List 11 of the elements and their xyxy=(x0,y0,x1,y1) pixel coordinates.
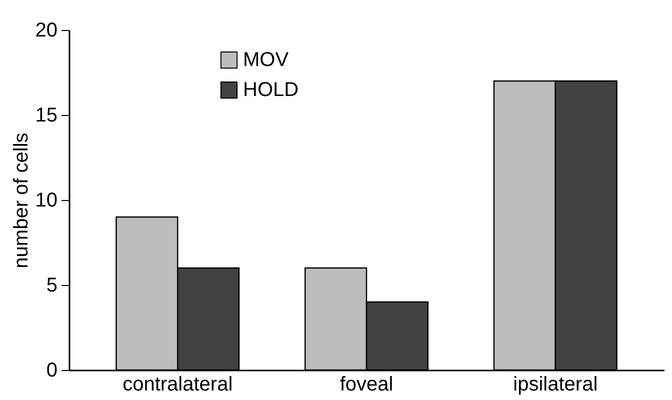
y-axis-title: number of cells xyxy=(10,132,32,268)
y-tick-label: 10 xyxy=(35,190,58,212)
y-tick-label: 0 xyxy=(46,360,58,382)
legend-label: HOLD xyxy=(243,79,299,101)
x-tick-label: ipsilateral xyxy=(513,374,598,396)
y-tick-label: 5 xyxy=(46,274,58,296)
x-tick-label: contralateral xyxy=(122,374,233,396)
legend-label: MOV xyxy=(243,49,290,71)
y-tick-label: 20 xyxy=(35,20,58,42)
x-tick-label: foveal xyxy=(340,374,394,396)
y-tick-label: 15 xyxy=(35,104,58,126)
